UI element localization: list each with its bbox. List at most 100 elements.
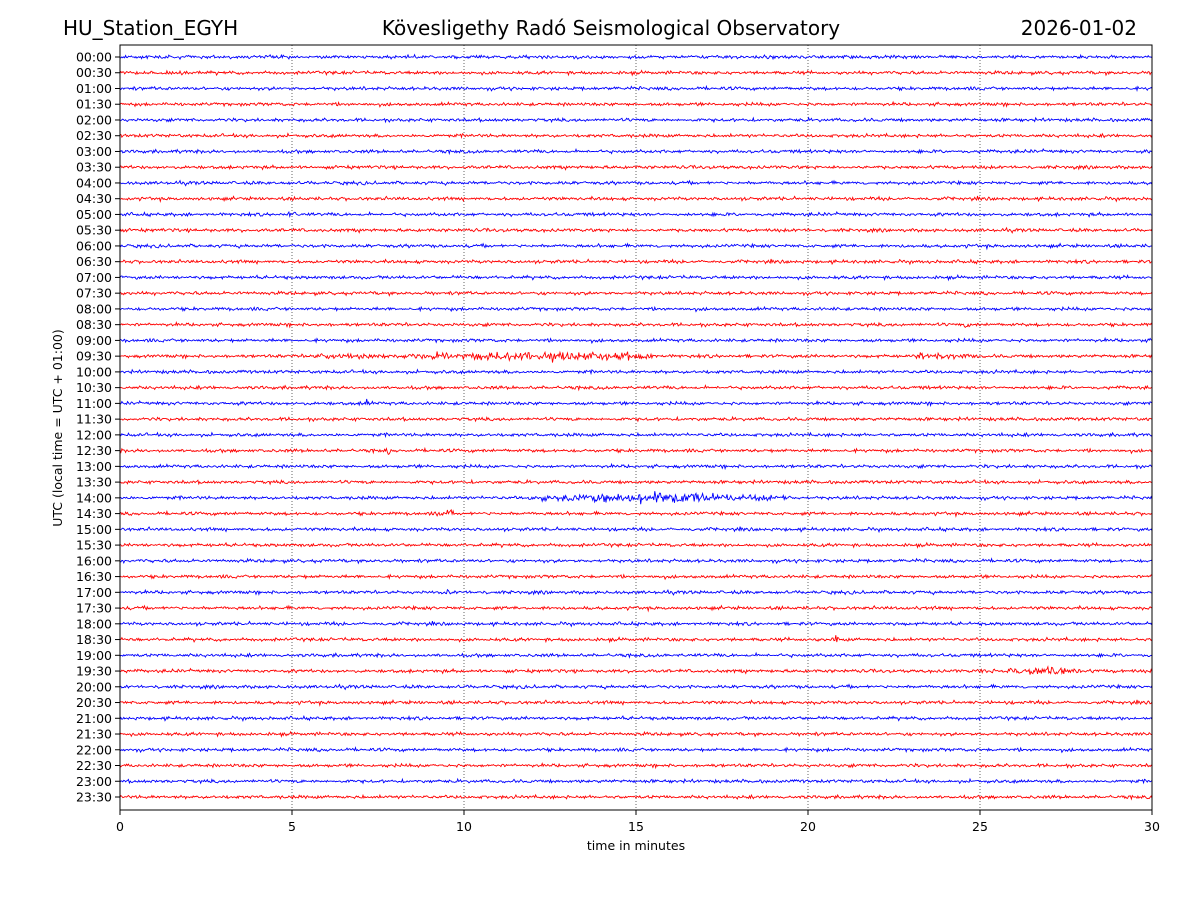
trace-1830 (119, 635, 1153, 644)
trace-1930 (119, 665, 1153, 675)
y-tick-label: 22:30 (76, 758, 112, 773)
y-tick-label: 03:00 (76, 144, 112, 159)
trace-1700 (119, 588, 1153, 596)
y-tick-label: 20:30 (76, 695, 112, 710)
trace-1030 (119, 384, 1152, 392)
trace-2230 (119, 762, 1153, 770)
x-tick-label: 20 (800, 819, 816, 834)
trace-0000 (119, 53, 1153, 61)
y-tick-label: 19:00 (76, 648, 112, 663)
x-axis-label: time in minutes (587, 838, 685, 853)
trace-1100 (119, 398, 1153, 408)
y-tick-label: 04:30 (76, 191, 112, 206)
y-tick-label: 16:30 (76, 569, 112, 584)
trace-0400 (119, 179, 1153, 187)
trace-1200 (119, 431, 1153, 439)
y-tick-label: 16:00 (76, 553, 112, 568)
trace-2300 (119, 777, 1153, 785)
y-tick-label: 17:00 (76, 585, 112, 600)
y-tick-label: 00:30 (76, 65, 112, 80)
y-tick-label: 15:30 (76, 538, 112, 553)
y-tick-label: 23:30 (76, 790, 112, 805)
y-tick-label: 18:30 (76, 632, 112, 647)
y-tick-label: 20:00 (76, 679, 112, 694)
y-tick-label: 11:00 (76, 396, 112, 411)
y-tick-label: 22:00 (76, 742, 112, 757)
y-tick-label: 02:30 (76, 128, 112, 143)
trace-0630 (119, 258, 1153, 266)
y-tick-label: 09:30 (76, 349, 112, 364)
trace-0130 (119, 100, 1153, 108)
x-tick-label: 0 (116, 819, 124, 834)
trace-0500 (119, 210, 1153, 219)
y-tick-label: 10:00 (76, 364, 112, 379)
trace-0800 (119, 305, 1152, 313)
y-tick-label: 13:00 (76, 459, 112, 474)
x-tick-label: 25 (972, 819, 988, 834)
trace-1730 (119, 604, 1153, 613)
y-tick-label: 11:30 (76, 412, 112, 427)
x-tick-label: 15 (628, 819, 644, 834)
trace-1430 (119, 508, 1153, 518)
trace-0230 (119, 132, 1153, 139)
y-tick-label: 12:00 (76, 427, 112, 442)
trace-0600 (119, 242, 1153, 251)
y-tick-label: 17:30 (76, 601, 112, 616)
y-tick-label: 06:30 (76, 254, 112, 269)
x-tick-label: 30 (1144, 819, 1160, 834)
y-axis-label: UTC (local time = UTC + 01:00) (50, 329, 65, 527)
trace-0730 (119, 289, 1153, 297)
trace-0300 (119, 148, 1153, 156)
y-tick-label: 04:00 (76, 175, 112, 190)
trace-1400 (119, 491, 1153, 505)
y-tick-label: 05:30 (76, 223, 112, 238)
trace-2330 (119, 793, 1153, 801)
station-name: HU_Station_EGYH (63, 16, 239, 40)
trace-0530 (119, 226, 1153, 234)
y-tick-label: 13:30 (76, 475, 112, 490)
y-tick-label: 14:00 (76, 490, 112, 505)
trace-1900 (119, 651, 1153, 659)
trace-2100 (119, 714, 1153, 723)
trace-0700 (119, 274, 1153, 282)
trace-1230 (119, 446, 1153, 456)
y-tick-label: 07:00 (76, 270, 112, 285)
y-tick-label: 14:30 (76, 506, 112, 521)
y-tick-label: 01:00 (76, 81, 112, 96)
y-tick-label: 08:00 (76, 301, 112, 316)
y-tick-label: 07:30 (76, 286, 112, 301)
trace-0100 (119, 84, 1153, 92)
y-tick-label: 01:30 (76, 97, 112, 112)
trace-1800 (119, 620, 1153, 628)
trace-0030 (119, 69, 1153, 77)
trace-0330 (119, 164, 1153, 171)
trace-2000 (119, 683, 1153, 691)
trace-0200 (120, 116, 1153, 124)
chart-title: Kövesligethy Radó Seismological Observat… (381, 16, 841, 40)
y-tick-label: 19:30 (76, 664, 112, 679)
trace-1130 (119, 415, 1153, 423)
trace-1530 (119, 541, 1153, 549)
trace-0930 (119, 350, 1153, 363)
y-tick-label: 00:00 (76, 50, 112, 65)
y-tick-label: 21:00 (76, 711, 112, 726)
trace-1300 (119, 462, 1153, 471)
y-tick-label: 09:00 (76, 333, 112, 348)
x-tick-label: 10 (456, 819, 472, 834)
chart-date: 2026-01-02 (1020, 16, 1137, 40)
trace-1000 (119, 368, 1153, 376)
trace-1330 (119, 478, 1153, 486)
y-tick-label: 15:00 (76, 522, 112, 537)
y-tick-label: 05:00 (76, 207, 112, 222)
trace-2030 (119, 698, 1153, 707)
y-tick-label: 10:30 (76, 380, 112, 395)
y-tick-label: 03:30 (76, 160, 112, 175)
y-tick-label: 21:30 (76, 727, 112, 742)
y-tick-label: 12:30 (76, 443, 112, 458)
trace-0430 (119, 195, 1153, 203)
y-tick-label: 18:00 (76, 616, 112, 631)
trace-1630 (119, 573, 1153, 581)
y-tick-label: 06:00 (76, 238, 112, 253)
y-tick-label: 23:00 (76, 774, 112, 789)
